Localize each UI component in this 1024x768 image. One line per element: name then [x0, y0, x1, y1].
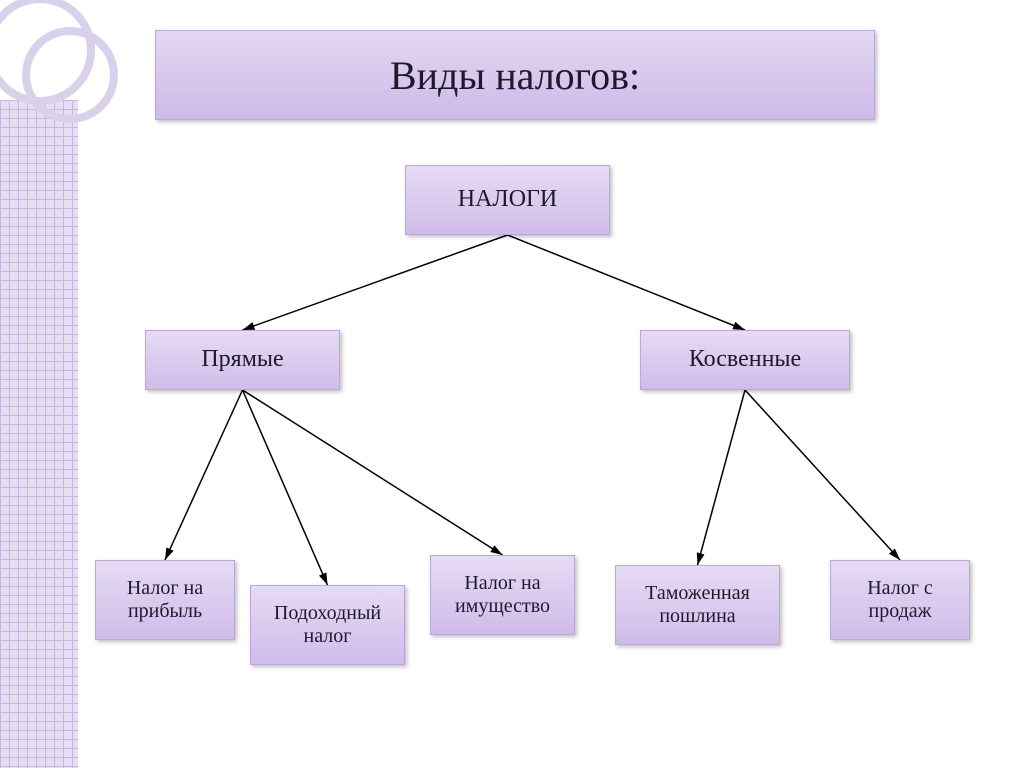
node-property: Налог на имущество [430, 555, 575, 635]
node-indirect: Косвенные [640, 330, 850, 390]
node-income: Подоходный налог [250, 585, 405, 665]
node-root: НАЛОГИ [405, 165, 610, 235]
node-indirect-label: Косвенные [689, 346, 801, 374]
node-direct-label: Прямые [201, 346, 283, 374]
node-sales-label: Налог с продаж [839, 577, 961, 623]
node-profit-label: Налог на прибыль [104, 577, 226, 623]
node-customs: Таможенная пошлина [615, 565, 780, 645]
node-root-label: НАЛОГИ [458, 186, 557, 214]
node-customs-label: Таможенная пошлина [624, 582, 771, 628]
node-profit: Налог на прибыль [95, 560, 235, 640]
node-income-label: Подоходный налог [259, 602, 396, 648]
node-direct: Прямые [145, 330, 340, 390]
node-property-label: Налог на имущество [439, 572, 566, 618]
node-sales: Налог с продаж [830, 560, 970, 640]
